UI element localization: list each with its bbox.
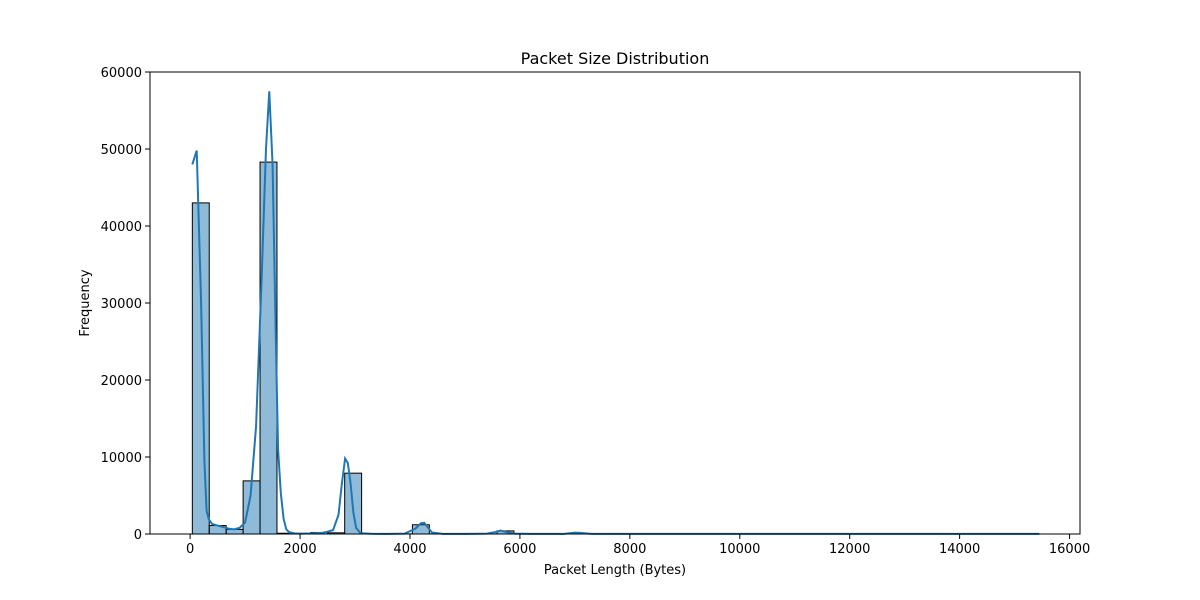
x-tick-label: 2000 bbox=[284, 542, 317, 557]
x-tick-label: 0 bbox=[186, 542, 194, 557]
y-tick-label: 0 bbox=[134, 528, 142, 543]
x-tick-label: 14000 bbox=[939, 542, 980, 557]
y-tick-label: 40000 bbox=[101, 220, 142, 235]
y-tick-label: 20000 bbox=[101, 374, 142, 389]
histogram-bars bbox=[191, 161, 515, 535]
x-tick-label: 12000 bbox=[829, 542, 870, 557]
y-tick-label: 10000 bbox=[101, 451, 142, 466]
y-axis-ticks: 0 10000 20000 30000 40000 50000 60000 bbox=[101, 66, 150, 543]
x-axis-ticks: 0 2000 4000 6000 8000 10000 12000 14000 16000 bbox=[186, 534, 1090, 557]
y-axis-label: Frequency bbox=[78, 269, 93, 336]
y-tick-label: 50000 bbox=[101, 143, 142, 158]
histogram-bar bbox=[191, 202, 210, 535]
chart-title: Packet Size Distribution bbox=[521, 49, 710, 68]
x-tick-label: 16000 bbox=[1049, 542, 1090, 557]
x-tick-label: 10000 bbox=[719, 542, 760, 557]
y-tick-label: 30000 bbox=[101, 297, 142, 312]
kde-curve bbox=[191, 91, 1040, 535]
x-tick-label: 8000 bbox=[613, 542, 646, 557]
x-axis-label: Packet Length (Bytes) bbox=[544, 563, 686, 578]
x-tick-label: 4000 bbox=[393, 542, 426, 557]
plot-frame bbox=[149, 71, 1081, 535]
y-tick-label: 60000 bbox=[101, 66, 142, 81]
x-tick-label: 6000 bbox=[503, 542, 536, 557]
